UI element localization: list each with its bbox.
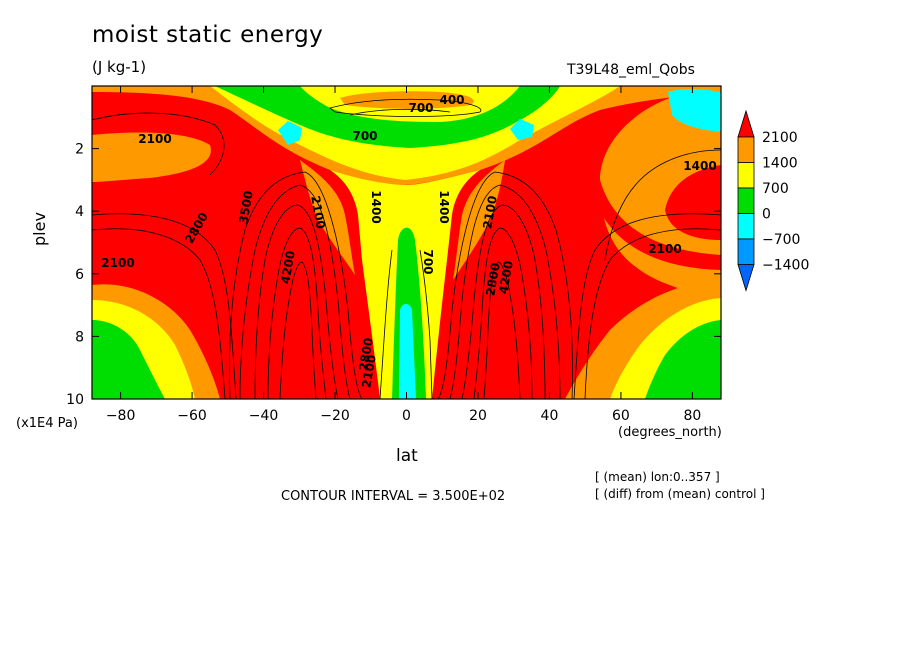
x-tick-label: −60: [177, 408, 207, 424]
colorbar-label: 2100: [762, 130, 798, 146]
y-tick-label: 2: [75, 142, 84, 158]
contour-label: 4200: [278, 250, 298, 285]
y-axis-label: plev: [30, 212, 49, 246]
x-tick-label: 20: [469, 408, 487, 424]
filled-contours: [92, 86, 721, 399]
contour-label: 400: [439, 93, 464, 107]
contour-lines: [92, 98, 721, 399]
x-tick-label: −20: [320, 408, 350, 424]
contour-label: 700: [352, 129, 377, 143]
contour-label: 700: [408, 101, 433, 115]
colorbar-swatch: [737, 238, 755, 265]
colorbar-bottom-arrow: [737, 264, 755, 292]
colorbar-swatch: [737, 213, 755, 240]
x-tick-label: 80: [683, 408, 701, 424]
x-tick-label: −80: [106, 408, 136, 424]
chart-title: moist static energy: [92, 22, 324, 48]
contour-label: 2800: [483, 262, 503, 297]
y-tick-label: 6: [75, 267, 84, 283]
x-tick-label: −40: [249, 408, 279, 424]
contour-label: 2100: [101, 256, 134, 270]
colorbar-label: 1400: [762, 156, 798, 172]
contour-label: 1400: [369, 190, 383, 223]
contour-label: 1400: [437, 190, 451, 223]
y-tick-label: 8: [75, 329, 84, 345]
contour-interval-note: CONTOUR INTERVAL = 3.500E+02: [281, 489, 506, 504]
axis-ticks: −80 −60 −40 −20 0 20 40 60 80 2 4 6 8 10: [66, 86, 721, 424]
y-tick-label: 10: [66, 392, 84, 408]
colorbar-label: −1400: [762, 258, 809, 274]
run-label: T39L48_eml_Qobs: [567, 62, 695, 78]
colorbar-label: 0: [762, 207, 771, 223]
y-axis-units: (x1E4 Pa): [16, 416, 78, 431]
x-tick-label: 60: [612, 408, 630, 424]
colorbar-swatch: [737, 136, 755, 163]
y-tick-label: 4: [75, 204, 84, 220]
diff-note: [ (diff) from (mean) control ]: [595, 487, 765, 501]
contour-label: 1400: [683, 159, 716, 173]
contour-label: 4200: [496, 260, 516, 295]
x-axis-label: lat: [396, 446, 418, 466]
contour-label: 2100: [308, 195, 328, 230]
colorbar-swatch: [737, 162, 755, 189]
x-tick-label: 40: [541, 408, 559, 424]
contour-label: 700: [421, 249, 435, 274]
colorbar-label: −700: [762, 232, 800, 248]
colorbar: 2100 1400 700 0 −700 −1400: [737, 109, 809, 292]
contour-label: 2100: [138, 132, 171, 146]
contour-label: 2100: [359, 354, 379, 389]
colorbar-top-arrow: [737, 109, 755, 138]
contour-label: 3500: [236, 190, 256, 225]
mean-note: [ (mean) lon:0..357 ]: [595, 470, 720, 484]
x-tick-label: 0: [402, 408, 411, 424]
contour-label: 2100: [648, 242, 681, 256]
colorbar-swatch: [737, 187, 755, 214]
x-axis-units: (degrees_north): [618, 425, 722, 440]
chart-units: (J kg-1): [92, 58, 147, 76]
colorbar-label: 700: [762, 181, 789, 197]
contour-label: 2100: [480, 195, 500, 230]
contour-label: 2800: [356, 337, 376, 372]
